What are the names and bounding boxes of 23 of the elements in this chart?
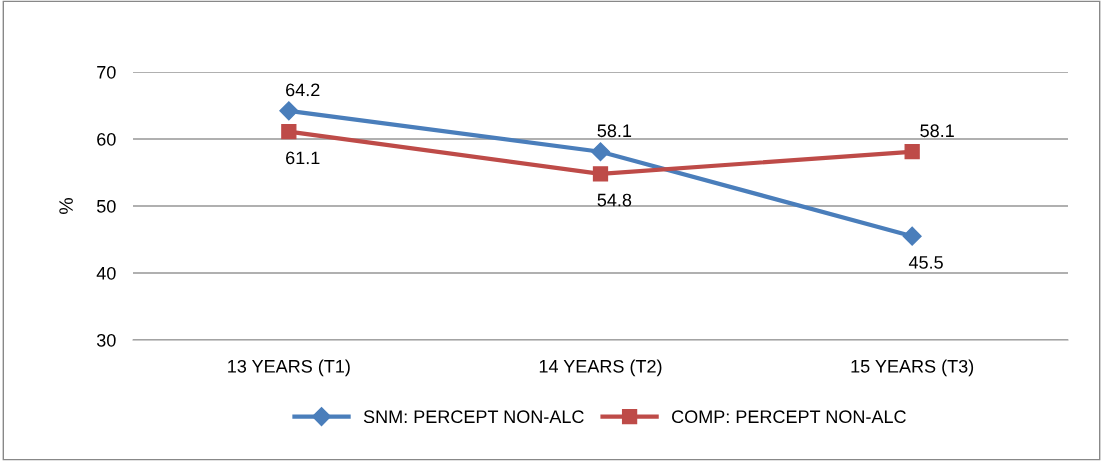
legend-label: SNM: PERCEPT NON-ALC bbox=[363, 410, 584, 424]
legend-label: COMP: PERCEPT NON-ALC bbox=[672, 410, 906, 424]
y-tick-label: 30 bbox=[96, 333, 116, 347]
data-label: 64.2 bbox=[286, 83, 320, 97]
x-tick-label: 15 YEARS (T3) bbox=[851, 359, 974, 377]
x-tick-label: 14 YEARS (T2) bbox=[539, 359, 662, 377]
point bbox=[592, 166, 609, 182]
point bbox=[281, 123, 297, 140]
y-axis-title: % bbox=[59, 198, 73, 214]
point bbox=[590, 142, 611, 162]
point bbox=[279, 101, 299, 121]
data-label: 58.1 bbox=[920, 124, 954, 138]
data-label: 54.8 bbox=[597, 193, 632, 207]
y-tick-label: 60 bbox=[97, 132, 116, 146]
x-tick-label: 13 YEARS (T1) bbox=[228, 359, 350, 377]
data-label: 45.5 bbox=[908, 256, 943, 269]
y-tick-label: 50 bbox=[96, 199, 116, 213]
data-label: 58.1 bbox=[597, 124, 632, 138]
y-tick-label: 40 bbox=[96, 266, 116, 280]
point bbox=[904, 144, 920, 160]
y-tick-label: 70 bbox=[97, 65, 116, 79]
point bbox=[902, 226, 922, 246]
data-label: 61.1 bbox=[286, 151, 320, 165]
